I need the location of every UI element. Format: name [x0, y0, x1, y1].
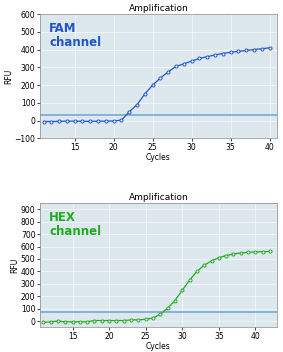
- Text: HEX
channel: HEX channel: [49, 210, 101, 238]
- Y-axis label: RFU: RFU: [4, 69, 13, 84]
- X-axis label: Cycles: Cycles: [146, 342, 171, 351]
- Text: FAM
channel: FAM channel: [49, 21, 101, 49]
- X-axis label: Cycles: Cycles: [146, 153, 171, 162]
- Y-axis label: RFU: RFU: [10, 258, 20, 273]
- Title: Amplification: Amplification: [128, 193, 188, 202]
- Title: Amplification: Amplification: [128, 4, 188, 13]
